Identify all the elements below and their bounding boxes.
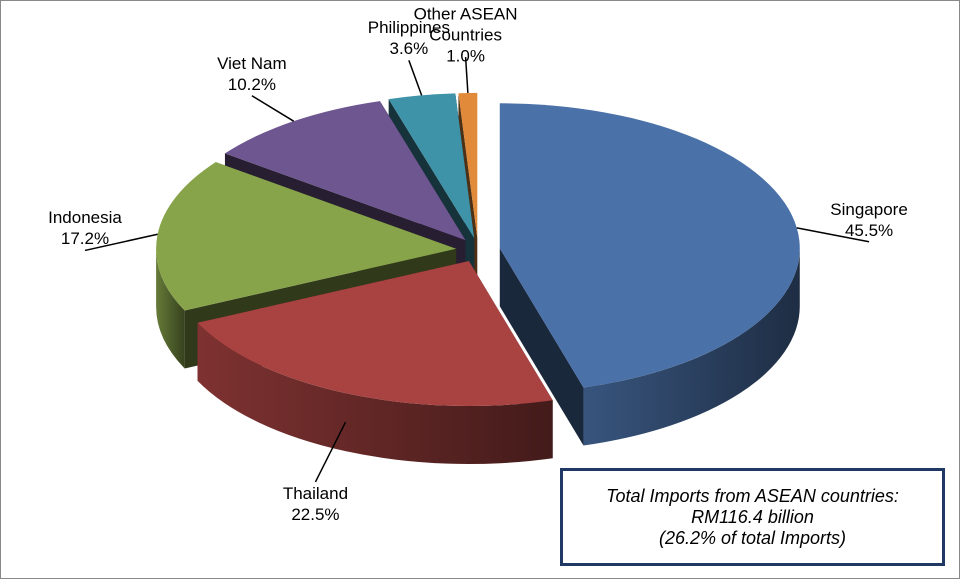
annotation-box: Total Imports from ASEAN countries: RM11… [560,468,945,566]
slice-side [197,322,553,465]
value-label: 17.2% [60,229,110,249]
data-label: Philippines 3.6% [349,17,469,59]
data-label: Indonesia 17.2% [25,207,145,249]
data-label: Thailand 22.5% [255,483,375,525]
slice [197,261,553,407]
leader-line [464,57,469,94]
leader-line [84,233,158,252]
category-label: Other ASEAN Countries [413,4,518,45]
slice [458,92,478,238]
slice [156,162,457,311]
category-label: Viet Nam [217,53,287,73]
value-label: 45.5% [844,220,894,240]
value-label: 22.5% [291,504,340,524]
category-label: Thailand [282,483,349,503]
category-label: Singapore [830,199,908,219]
slice [224,101,466,241]
data-label: Singapore 45.5% [809,199,929,241]
annotation-line: RM116.4 billion [691,506,814,527]
data-label: Viet Nam 10.2% [192,53,312,95]
annotation-line: Total Imports from ASEAN countries: [606,485,899,506]
slice [388,93,475,239]
value-label: 10.2% [227,74,276,94]
slice-side [156,248,185,369]
value-label: 1.0% [446,46,485,66]
leader-line [314,421,347,483]
slice [499,103,800,388]
annotation-line: (26.2% of total Imports) [658,527,847,548]
category-label: Indonesia [48,208,122,228]
leader-line [251,95,295,122]
slice-side [583,248,800,446]
slice-wall [499,248,584,446]
value-label: 3.6% [389,39,429,59]
leader-line [796,227,870,243]
data-label: Other ASEAN Countries 1.0% [406,4,526,67]
leader-line [408,60,423,96]
category-label: Philippines [367,18,450,38]
